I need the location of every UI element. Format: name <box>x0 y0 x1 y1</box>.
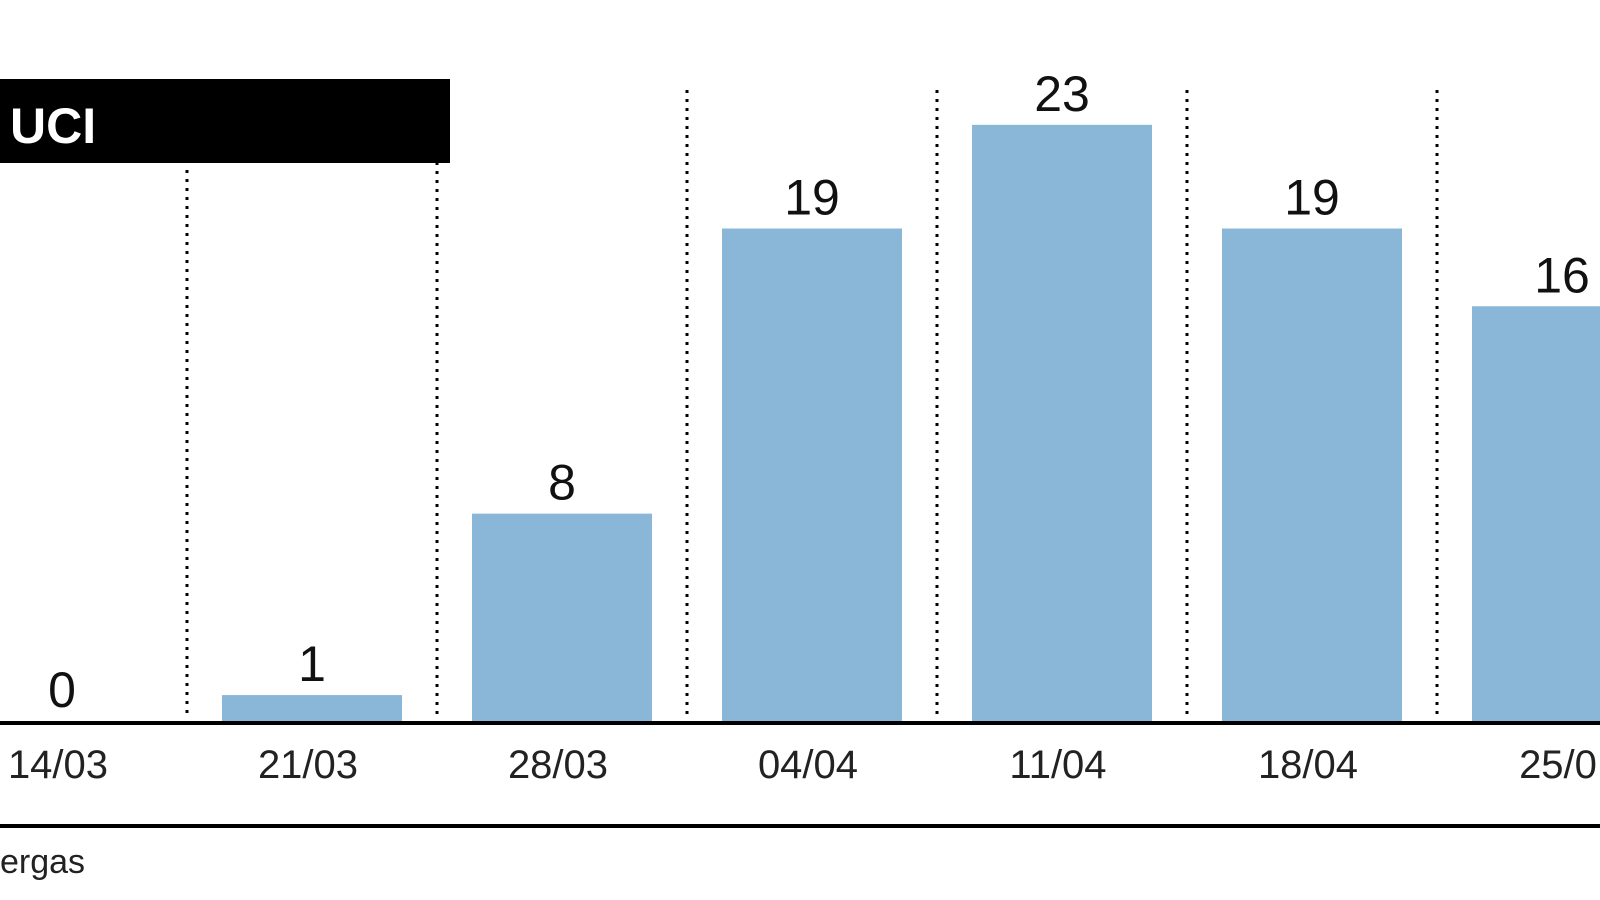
value-label: 19 <box>1284 170 1340 226</box>
x-tick-label: 14/03 <box>8 743 108 787</box>
bar <box>222 695 402 721</box>
x-tick-label: 18/04 <box>1258 743 1358 787</box>
chart-title: UCI <box>10 98 96 154</box>
source: ergas <box>0 843 85 881</box>
bar <box>1472 306 1600 721</box>
x-tick-label: 21/03 <box>258 743 358 787</box>
value-label: 0 <box>48 662 76 718</box>
x-tick-label: 04/04 <box>758 743 858 787</box>
value-label: 16 <box>1534 247 1590 303</box>
value-label: 1 <box>298 636 326 692</box>
bar <box>472 513 652 721</box>
x-tick-label: 28/03 <box>508 743 608 787</box>
title-box <box>0 79 450 163</box>
x-tick-label: 11/04 <box>1009 743 1106 787</box>
bar <box>1222 228 1402 721</box>
x-tick-label: 25/0 <box>1519 743 1597 787</box>
value-label: 23 <box>1034 66 1090 122</box>
bar <box>972 124 1152 722</box>
value-label: 8 <box>548 455 576 511</box>
bar <box>722 228 902 721</box>
value-label: 19 <box>784 170 840 226</box>
